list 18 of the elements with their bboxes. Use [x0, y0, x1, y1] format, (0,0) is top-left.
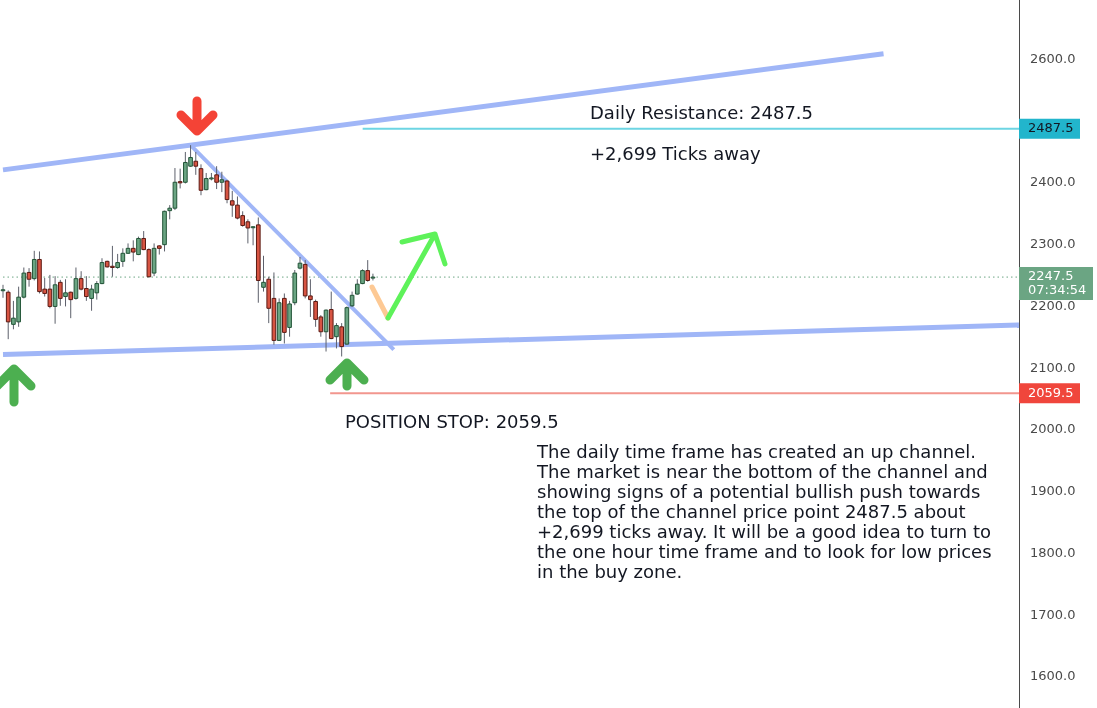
ref-line-label: 2059.5 — [1028, 384, 1074, 400]
y-tick-label: 2600.0 — [1030, 50, 1076, 66]
y-tick-label: 2200.0 — [1030, 297, 1076, 313]
y-tick-label: 1700.0 — [1030, 606, 1076, 622]
y-tick-label: 2100.0 — [1030, 359, 1076, 375]
ref-line-label: 2487.5 — [1028, 120, 1074, 136]
y-tick-label: 1600.0 — [1030, 668, 1076, 684]
text: 07:34:54 — [1028, 282, 1087, 298]
annotation: +2,699 Ticks away — [590, 142, 761, 164]
annotation: POSITION STOP: 2059.5 — [345, 410, 559, 432]
y-tick-label: 2300.0 — [1030, 236, 1076, 252]
annotation: The daily time frame has created an up channel. The market is near the bottom of the channel and showing signs of a potential bullish push towards the top of the channel price point 2487.5 about +2,699 ticks away. It will be a good idea to turn to the one hour time frame and to look for low prices in the buy zone. — [536, 440, 992, 582]
annotation: Daily Resistance: 2487.5 — [590, 102, 814, 124]
y-tick-label: 2400.0 — [1030, 174, 1076, 190]
y-tick-label: 1900.0 — [1030, 483, 1076, 499]
ref-line-label: 2247.5 — [1028, 268, 1074, 284]
y-tick-label: 2000.0 — [1030, 421, 1076, 437]
y-tick-label: 1800.0 — [1030, 544, 1076, 560]
